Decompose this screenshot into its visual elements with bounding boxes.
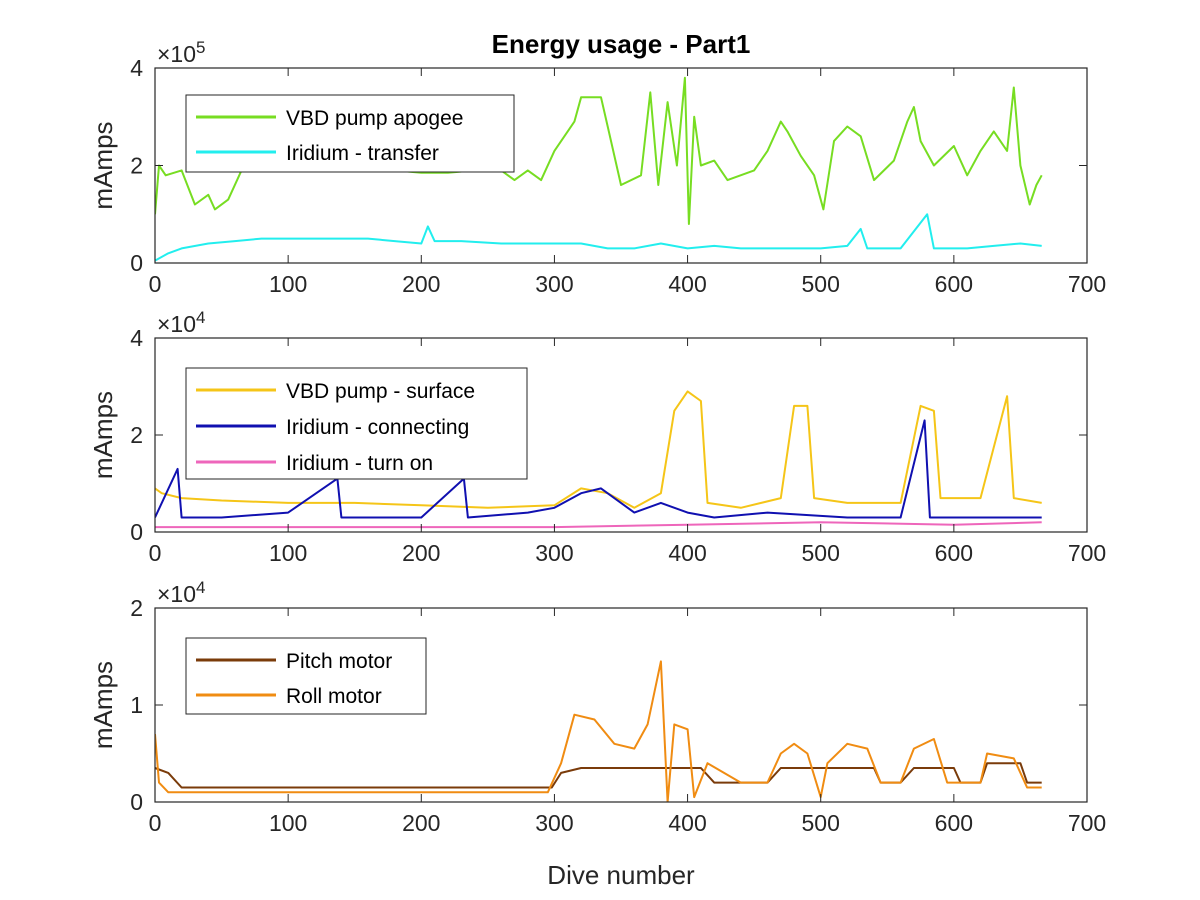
x-tick-label: 0 [149, 271, 162, 297]
legend-entry-label: Roll motor [286, 685, 382, 708]
x-axis-label: Dive number [547, 860, 695, 890]
figure-title: Energy usage - Part1 [492, 29, 751, 59]
y-exponent-label: ×104 [157, 578, 205, 607]
x-tick-label: 400 [668, 810, 706, 836]
x-tick-label: 200 [402, 540, 440, 566]
x-tick-label: 100 [269, 810, 307, 836]
y-tick-label: 0 [130, 789, 143, 815]
y-exponent-power: 5 [196, 38, 205, 57]
y-exponent-base: ×10 [157, 41, 196, 67]
axes-panel-1: 0 100 200 300 400 500 600 700 0 2 4 ×105 mAmps VBD pu… [88, 38, 1106, 297]
x-tick-label: 600 [935, 540, 973, 566]
y-tick-label: 2 [130, 595, 143, 621]
x-tick-label: 700 [1068, 271, 1106, 297]
y-exponent-power: 4 [196, 308, 205, 327]
y-exponent-label: ×104 [157, 308, 205, 337]
x-tick-label: 500 [802, 271, 840, 297]
legend-entry-label: Iridium - connecting [286, 416, 469, 439]
x-tick-label: 700 [1068, 540, 1106, 566]
y-tick-label: 4 [130, 55, 143, 81]
series-line-iridium-connecting [155, 419, 1042, 519]
y-exponent-label: ×105 [157, 38, 205, 67]
y-axis-label: mAmps [88, 391, 118, 479]
x-tick-label: 400 [668, 271, 706, 297]
legend-entry-label: Iridium - turn on [286, 452, 433, 475]
x-tick-label: 100 [269, 540, 307, 566]
y-tick-label: 0 [130, 519, 143, 545]
x-tick-label: 200 [402, 810, 440, 836]
x-tick-label: 500 [802, 810, 840, 836]
axes-panel-3: 0 100 200 300 400 500 600 700 0 1 2 ×104 mAmps Pitch … [88, 578, 1106, 836]
x-tick-label: 500 [802, 540, 840, 566]
legend: Pitch motor Roll motor [185, 637, 427, 715]
y-axis-label: mAmps [88, 661, 118, 749]
y-exponent-base: ×10 [157, 581, 196, 607]
legend-box [185, 637, 427, 715]
legend-box [185, 94, 515, 173]
x-tick-label: 100 [269, 271, 307, 297]
series-line-roll-motor [155, 660, 1042, 802]
legend-entry-label: VBD pump - surface [286, 380, 475, 403]
y-exponent-base: ×10 [157, 311, 196, 337]
series-line-iridium-transfer [155, 213, 1042, 262]
legend-entry-label: VBD pump apogee [286, 107, 463, 130]
x-tick-label: 600 [935, 810, 973, 836]
x-tick-label: 0 [149, 540, 162, 566]
series-line-vbd-pump-surface [155, 390, 1042, 509]
legend: VBD pump - surface Iridium - connecting Ir… [185, 367, 528, 480]
y-axis-label: mAmps [88, 121, 118, 209]
y-tick-label: 4 [130, 325, 143, 351]
legend-entry-label: Iridium - transfer [286, 142, 439, 165]
y-tick-label: 1 [130, 692, 143, 718]
x-tick-label: 700 [1068, 810, 1106, 836]
y-tick-label: 2 [130, 153, 143, 179]
y-tick-label: 2 [130, 422, 143, 448]
x-tick-label: 0 [149, 810, 162, 836]
x-tick-label: 600 [935, 271, 973, 297]
x-tick-label: 400 [668, 540, 706, 566]
x-tick-label: 300 [535, 271, 573, 297]
y-exponent-power: 4 [196, 578, 205, 597]
legend-entry-label: Pitch motor [286, 650, 392, 673]
y-tick-label: 0 [130, 250, 143, 276]
x-tick-label: 300 [535, 540, 573, 566]
x-tick-label: 200 [402, 271, 440, 297]
x-tick-label: 300 [535, 810, 573, 836]
legend: VBD pump apogee Iridium - transfer [185, 94, 515, 173]
